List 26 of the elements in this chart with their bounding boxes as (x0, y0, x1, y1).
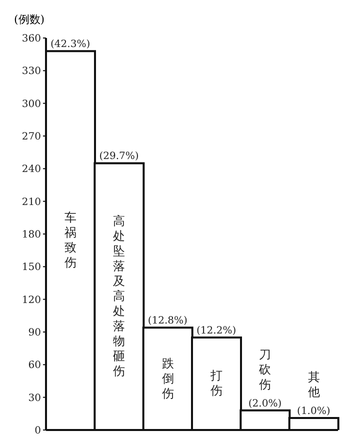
y-tick-label: 90 (28, 328, 41, 339)
x-tick-label: 车祸致伤 (64, 210, 76, 270)
y-tick-label: 210 (22, 196, 41, 208)
x-tick-label: 其他 (308, 370, 320, 400)
y-tick-label: 360 (22, 34, 41, 45)
category-label: 高处坠落及高处落物砸伤 (113, 214, 126, 378)
y-tick-label: 150 (22, 262, 41, 274)
y-tick-label: 240 (22, 164, 41, 176)
y-tick-label: 60 (28, 360, 41, 372)
annotation: (12.2%) (196, 325, 236, 336)
y-tick-label: 30 (28, 392, 41, 404)
y-tick-label: 330 (22, 66, 41, 78)
annotation: (2.0%) (248, 398, 282, 410)
x-tick-label: 打伤 (210, 368, 222, 398)
y-tick-label: 300 (22, 98, 41, 110)
annotation: (1.0%) (297, 406, 330, 418)
y-tick-label: 0 (34, 426, 41, 437)
annotation: (42.3%) (50, 39, 90, 50)
annotation: (29.7%) (99, 151, 139, 162)
annotation: (12.8%) (148, 316, 188, 327)
x-tick-label: 跌倒伤 (162, 356, 174, 400)
y-tick-label: 120 (22, 294, 41, 306)
x-tick-label: 刀砍伤 (258, 347, 272, 392)
y-tick-label: 270 (22, 132, 41, 143)
y-axis-title: (例数) (14, 12, 45, 27)
y-tick-label: 180 (22, 230, 41, 241)
